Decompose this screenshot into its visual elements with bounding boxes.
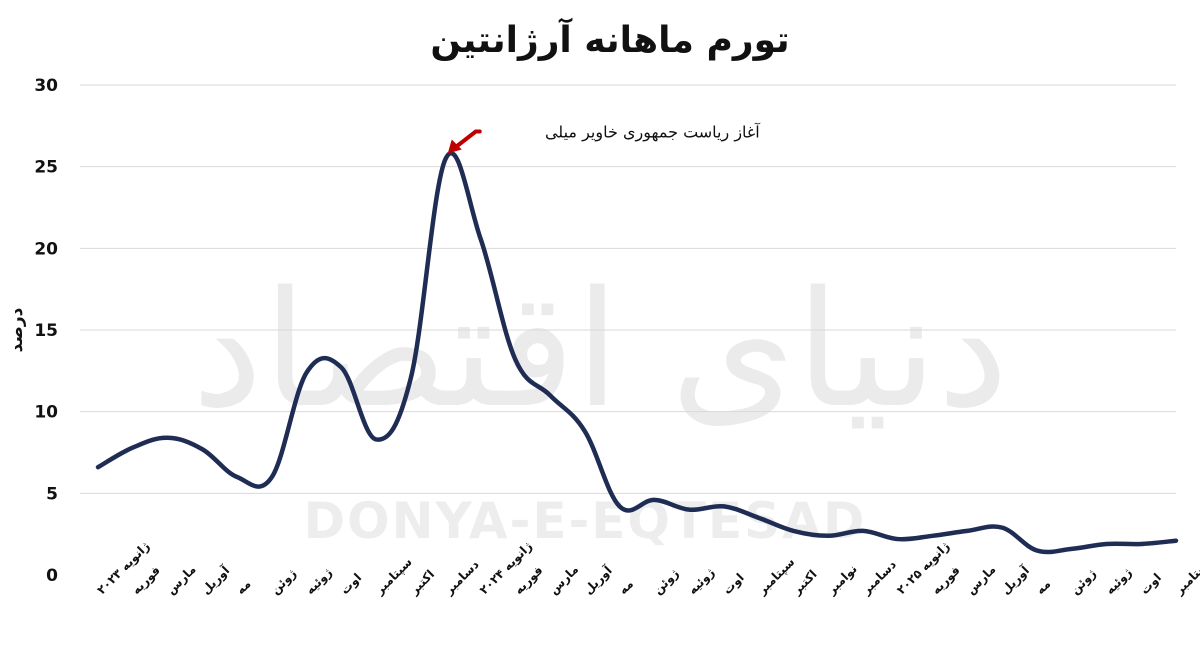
y-tick-label: 5 <box>46 484 58 504</box>
chart-title: تورم ماهانه آرژانتین <box>430 17 789 61</box>
annotation: آغاز ریاست جمهوری خاویر میلی <box>447 123 761 154</box>
x-tick-label: مه <box>1033 577 1053 597</box>
x-tick-label: ژوئن <box>268 566 300 598</box>
x-tick-label: آوریل <box>998 562 1034 598</box>
x-tick-label: اکتبر <box>406 567 437 598</box>
x-tick-label: اوت <box>338 571 365 598</box>
x-tick-label: دسامبر <box>441 557 481 597</box>
gridlines <box>80 84 1176 494</box>
series-layer <box>95 150 1179 555</box>
y-axis-label: درصد <box>7 307 27 352</box>
x-tick-label: سپتامبر <box>372 555 415 598</box>
x-tick-label: نوامبر <box>824 562 861 599</box>
y-tick-label: 15 <box>34 321 58 341</box>
x-tick-label: مارس <box>964 562 999 597</box>
annotation-arrow <box>455 129 482 148</box>
x-tick-label: مه <box>616 577 636 597</box>
watermark-latin: DONYA-E-EQTESAD <box>304 492 867 550</box>
y-tick-label: 25 <box>34 158 58 178</box>
y-tick-label: 30 <box>34 76 58 96</box>
x-tick-label: اوت <box>720 571 747 598</box>
x-tick-label: سپتامبر <box>754 555 797 598</box>
annotation-text: آغاز ریاست جمهوری خاویر میلی <box>545 123 761 143</box>
x-tick-label: مارس <box>164 562 199 597</box>
x-tick-label: اکتبر <box>789 567 820 598</box>
watermark: دنیای اقتصاد DONYA-E-EQTESAD <box>192 256 1009 550</box>
y-axis-ticks: 0 5 10 15 20 25 30 <box>34 76 58 586</box>
x-tick-label: آوریل <box>198 562 234 598</box>
x-tick-label: مه <box>233 577 253 597</box>
x-tick-label: آوریل <box>580 562 616 598</box>
x-tick-label: ژوئن <box>1068 566 1100 598</box>
y-tick-label: 10 <box>34 403 58 423</box>
x-tick-label: ژوئیه <box>303 565 336 598</box>
x-tick-label: ژوئیه <box>685 565 718 598</box>
y-tick-label: 20 <box>34 239 58 259</box>
x-tick-label: فوریه <box>512 563 547 598</box>
y-tick-label: 0 <box>46 566 58 586</box>
series-line <box>95 150 1179 555</box>
x-tick-label: اوت <box>1137 571 1164 598</box>
x-tick-label: ژوئن <box>651 566 683 598</box>
x-tick-label: ژوئیه <box>1103 565 1136 598</box>
annotation-arrowhead <box>447 139 462 154</box>
watermark-persian: دنیای اقتصاد <box>192 256 1009 443</box>
x-tick-label: سپتامبر <box>1172 555 1200 598</box>
x-tick-label: فوریه <box>129 563 164 598</box>
x-tick-label: فوریه <box>929 563 964 598</box>
x-tick-label: دسامبر <box>859 557 899 597</box>
x-tick-label: مارس <box>546 562 581 597</box>
